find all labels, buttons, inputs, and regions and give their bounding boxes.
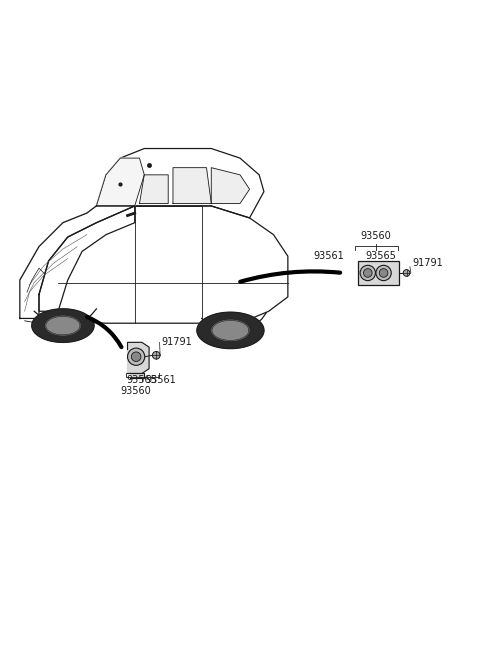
Circle shape bbox=[363, 269, 372, 277]
Text: 91791: 91791 bbox=[412, 258, 443, 268]
Text: 93560: 93560 bbox=[360, 231, 391, 241]
Text: 93565: 93565 bbox=[365, 251, 396, 261]
Text: 93561: 93561 bbox=[146, 375, 177, 385]
Circle shape bbox=[132, 352, 141, 361]
Polygon shape bbox=[130, 373, 144, 379]
Bar bbox=[359, 260, 399, 285]
Text: 91791: 91791 bbox=[161, 337, 192, 348]
Polygon shape bbox=[96, 148, 264, 218]
Polygon shape bbox=[32, 309, 94, 342]
Polygon shape bbox=[20, 206, 288, 323]
Circle shape bbox=[153, 352, 160, 359]
Polygon shape bbox=[39, 206, 135, 311]
Circle shape bbox=[128, 348, 145, 365]
Polygon shape bbox=[20, 206, 135, 318]
Text: 93565: 93565 bbox=[126, 375, 157, 385]
Polygon shape bbox=[140, 175, 168, 203]
Circle shape bbox=[379, 269, 388, 277]
Polygon shape bbox=[197, 312, 264, 348]
Text: 93561: 93561 bbox=[313, 251, 344, 261]
Polygon shape bbox=[46, 316, 80, 335]
Polygon shape bbox=[212, 320, 249, 340]
Circle shape bbox=[403, 270, 410, 276]
Text: 93560: 93560 bbox=[120, 386, 151, 396]
Polygon shape bbox=[128, 342, 149, 373]
Polygon shape bbox=[211, 168, 250, 203]
Polygon shape bbox=[173, 168, 211, 203]
Polygon shape bbox=[96, 158, 144, 206]
Circle shape bbox=[376, 265, 391, 281]
Circle shape bbox=[360, 265, 375, 281]
